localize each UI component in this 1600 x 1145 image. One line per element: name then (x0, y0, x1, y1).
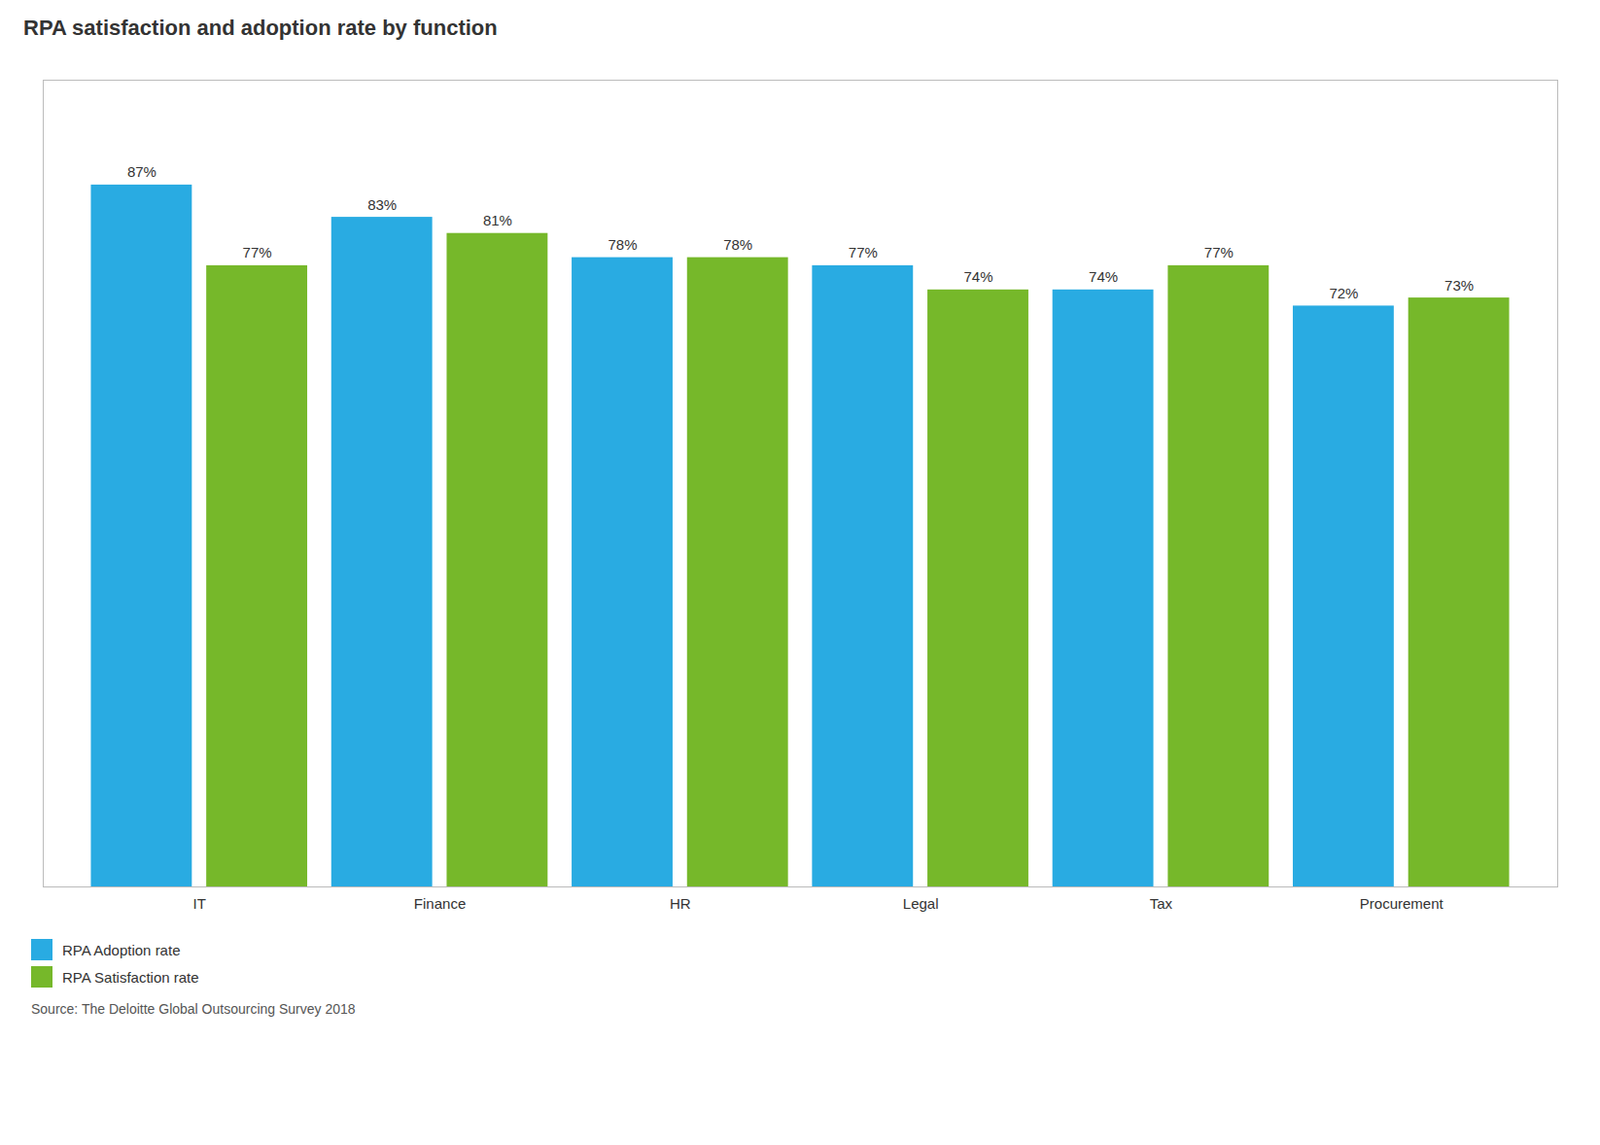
svg-text:77%: 77% (848, 243, 878, 261)
svg-text:81%: 81% (483, 211, 513, 229)
svg-text:78%: 78% (607, 236, 637, 253)
svg-text:78%: 78% (723, 236, 753, 253)
svg-text:72%: 72% (1328, 284, 1358, 302)
svg-text:74%: 74% (963, 268, 993, 285)
svg-text:HR: HR (669, 895, 692, 912)
svg-text:74%: 74% (1088, 268, 1118, 285)
svg-text:73%: 73% (1444, 277, 1474, 294)
svg-text:77%: 77% (1204, 243, 1234, 261)
svg-text:77%: 77% (243, 243, 273, 261)
svg-text:IT: IT (193, 895, 207, 912)
svg-text:Finance: Finance (414, 895, 466, 912)
html-text:RPA satisfaction and adoption: RPA satisfaction and adoption rate by fu… (23, 15, 498, 40)
svg-text:Legal: Legal (903, 895, 940, 912)
html-text:RPA Adoption rate: RPA Adoption rate (62, 941, 181, 958)
svg-text:83%: 83% (367, 196, 397, 213)
html-text:Source: The Deloitte Global Ou: Source: The Deloitte Global Outsourcing … (31, 1001, 356, 1017)
svg-text:Tax: Tax (1149, 895, 1174, 912)
svg-text:87%: 87% (127, 163, 157, 180)
html-text:RPA Satisfaction rate: RPA Satisfaction rate (62, 968, 199, 986)
svg-text:Procurement: Procurement (1359, 895, 1445, 912)
